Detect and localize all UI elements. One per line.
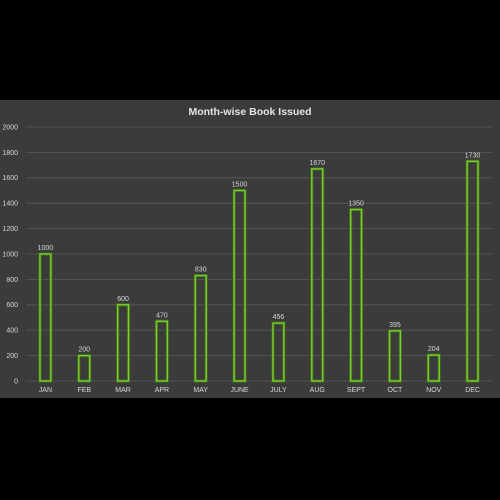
x-tick-label-july: JULY: [270, 387, 287, 394]
chart-background: [0, 100, 500, 398]
chart-title: Month-wise Book Issued: [188, 106, 311, 118]
x-tick-label-mar: MAR: [115, 387, 131, 394]
data-label-oct: 395: [389, 322, 401, 329]
bar-july: [272, 322, 285, 382]
y-tick-label: 2000: [2, 124, 18, 131]
bar-apr: [155, 320, 169, 382]
y-tick-label: 0: [14, 378, 18, 385]
gridlines: [26, 126, 492, 382]
bar-jan: [39, 253, 52, 382]
y-tick-label: 600: [6, 302, 18, 309]
x-tick-label-aug: AUG: [310, 387, 325, 394]
data-label-jan: 1000: [38, 245, 54, 252]
data-label-aug: 1670: [309, 160, 325, 167]
x-tick-label-dec: DEC: [465, 387, 480, 394]
data-label-july: 456: [273, 314, 285, 321]
data-label-june: 1500: [232, 182, 248, 189]
data-label-nov: 204: [428, 346, 440, 353]
x-tick-label-sept: SEPT: [347, 387, 366, 394]
bar-june: [233, 189, 246, 382]
y-tick-label: 1400: [2, 201, 18, 208]
bar-feb: [78, 354, 91, 382]
data-label-sept: 1350: [348, 201, 364, 208]
x-tick-label-june: JUNE: [230, 387, 249, 394]
data-label-dec: 1730: [465, 152, 481, 159]
data-label-may: 830: [195, 267, 207, 274]
x-tick-label-feb: FEB: [77, 387, 91, 394]
x-tick-label-nov: NOV: [426, 387, 442, 394]
y-tick-label: 1000: [2, 251, 18, 258]
bar-mar: [116, 304, 130, 382]
bar-dec: [466, 160, 479, 382]
x-tick-label-oct: OCT: [388, 387, 404, 394]
bar-may: [194, 274, 207, 382]
x-axis-ticks: JAN FEB MAR APR MAY JUNE JULY AUG SEPT OCT NOV DEC: [39, 387, 480, 394]
y-tick-label: 1200: [2, 226, 18, 233]
y-tick-label: 800: [6, 277, 18, 284]
bar-sept: [349, 208, 363, 382]
bars: [38, 159, 480, 383]
bar-aug: [311, 168, 324, 382]
data-label-feb: 200: [78, 347, 90, 354]
data-label-mar: 600: [117, 296, 129, 303]
y-tick-label: 1600: [2, 175, 18, 182]
data-labels: 1000 200 600 470 830 1500 456 1670 1350 395 204 173…: [38, 152, 481, 353]
data-label-apr: 470: [156, 312, 168, 319]
x-tick-label-apr: APR: [155, 387, 169, 394]
y-tick-label: 400: [6, 328, 18, 335]
bar-oct: [388, 330, 402, 382]
y-tick-label: 200: [6, 353, 18, 360]
y-tick-label: 1800: [2, 150, 18, 157]
x-tick-label-may: MAY: [193, 387, 208, 394]
y-axis-ticks: 0 200 400 600 800 1000 1200 1400 1600 1800 2000: [2, 124, 18, 385]
x-tick-label-jan: JAN: [39, 387, 52, 394]
bar-nov: [427, 354, 440, 382]
